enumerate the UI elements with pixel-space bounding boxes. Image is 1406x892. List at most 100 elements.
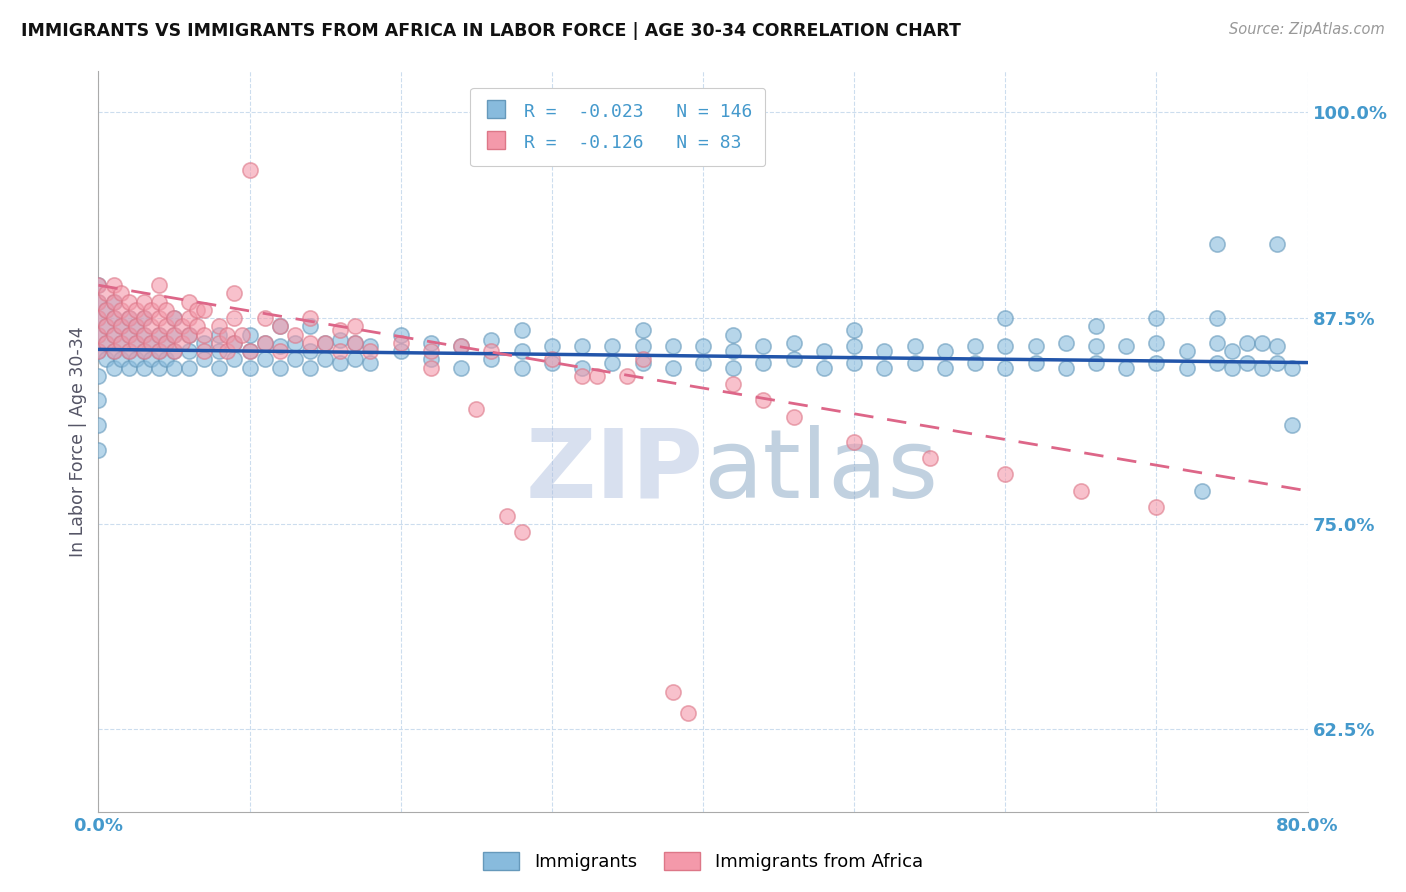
- Point: [132, 327, 155, 342]
- Point: [103, 278, 125, 293]
- Point: [540, 352, 562, 367]
- Point: [148, 294, 170, 309]
- Point: [299, 335, 322, 350]
- Point: [118, 344, 141, 359]
- Point: [125, 335, 148, 350]
- Point: [103, 311, 125, 326]
- Point: [163, 327, 186, 342]
- Point: [420, 352, 443, 367]
- Point: [450, 339, 472, 353]
- Point: [125, 319, 148, 334]
- Point: [118, 311, 141, 326]
- Point: [239, 344, 262, 359]
- Point: [103, 327, 125, 342]
- Point: [1251, 360, 1274, 375]
- Point: [125, 335, 148, 350]
- Point: [208, 327, 231, 342]
- Point: [141, 319, 163, 334]
- Point: [873, 344, 896, 359]
- Point: [110, 319, 132, 334]
- Point: [224, 335, 246, 350]
- Point: [1024, 355, 1046, 369]
- Point: [844, 339, 866, 353]
- Point: [155, 335, 177, 350]
- Point: [125, 302, 148, 317]
- Point: [87, 344, 110, 359]
- Point: [510, 323, 533, 337]
- Legend: R =  -0.023   N = 146, R =  -0.126   N = 83: R = -0.023 N = 146, R = -0.126 N = 83: [470, 87, 765, 166]
- Point: [1144, 311, 1167, 326]
- Point: [692, 339, 714, 353]
- Point: [299, 344, 322, 359]
- Point: [103, 294, 125, 309]
- Point: [873, 360, 896, 375]
- Point: [465, 401, 488, 416]
- Point: [1085, 339, 1108, 353]
- Point: [163, 327, 186, 342]
- Point: [163, 311, 186, 326]
- Point: [420, 344, 443, 359]
- Point: [141, 352, 163, 367]
- Point: [103, 344, 125, 359]
- Point: [934, 344, 956, 359]
- Point: [344, 335, 367, 350]
- Point: [239, 327, 262, 342]
- Point: [616, 368, 638, 383]
- Point: [314, 335, 336, 350]
- Point: [360, 339, 382, 353]
- Point: [118, 344, 141, 359]
- Point: [314, 335, 336, 350]
- Point: [918, 450, 941, 465]
- Point: [676, 706, 699, 720]
- Point: [723, 376, 745, 391]
- Point: [125, 319, 148, 334]
- Point: [661, 684, 683, 698]
- Point: [179, 327, 201, 342]
- Point: [141, 302, 163, 317]
- Point: [186, 319, 208, 334]
- Point: [481, 352, 503, 367]
- Point: [571, 360, 593, 375]
- Point: [540, 355, 562, 369]
- Point: [208, 344, 231, 359]
- Point: [1220, 344, 1243, 359]
- Point: [602, 339, 624, 353]
- Point: [344, 319, 367, 334]
- Point: [148, 344, 170, 359]
- Point: [132, 311, 155, 326]
- Point: [360, 355, 382, 369]
- Point: [1175, 360, 1198, 375]
- Point: [163, 344, 186, 359]
- Point: [253, 352, 276, 367]
- Point: [994, 467, 1017, 482]
- Point: [239, 360, 262, 375]
- Point: [844, 355, 866, 369]
- Point: [253, 311, 276, 326]
- Point: [208, 335, 231, 350]
- Point: [269, 339, 291, 353]
- Point: [965, 355, 987, 369]
- Point: [389, 335, 412, 350]
- Point: [329, 333, 352, 347]
- Point: [420, 360, 443, 375]
- Point: [1191, 483, 1213, 498]
- Point: [661, 339, 683, 353]
- Point: [110, 335, 132, 350]
- Point: [994, 311, 1017, 326]
- Point: [299, 311, 322, 326]
- Point: [1070, 483, 1092, 498]
- Point: [110, 319, 132, 334]
- Point: [208, 319, 231, 334]
- Point: [1054, 335, 1077, 350]
- Point: [87, 442, 110, 457]
- Point: [1236, 355, 1258, 369]
- Point: [170, 335, 193, 350]
- Point: [1175, 344, 1198, 359]
- Point: [1206, 237, 1229, 252]
- Point: [269, 319, 291, 334]
- Point: [1085, 355, 1108, 369]
- Point: [110, 335, 132, 350]
- Point: [87, 278, 110, 293]
- Point: [329, 344, 352, 359]
- Point: [602, 355, 624, 369]
